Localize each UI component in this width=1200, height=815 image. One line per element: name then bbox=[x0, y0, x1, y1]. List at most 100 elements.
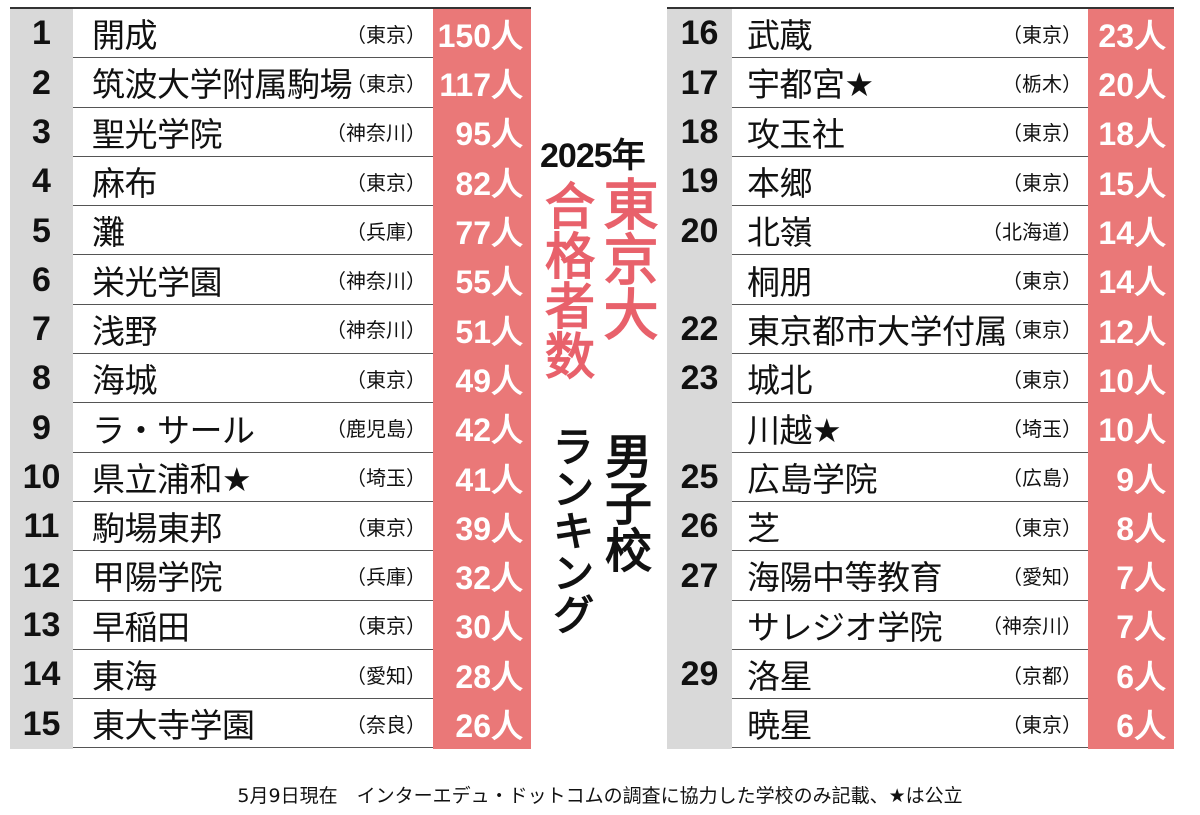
title-line-1: 東京大 bbox=[594, 176, 658, 341]
rank-cell: 4 bbox=[10, 156, 73, 207]
ranking-row: 14 東海 （愛知） 28人 bbox=[10, 649, 531, 700]
school-name: 暁星 bbox=[747, 706, 813, 746]
school-name: 東京都市大学付属 bbox=[747, 311, 1008, 351]
prefecture: （東京） bbox=[1002, 712, 1082, 737]
title-line-4: ランキング bbox=[546, 425, 595, 635]
ranking-row: 5 灘 （兵庫） 77人 bbox=[10, 206, 531, 256]
passer-count: 28人 bbox=[433, 649, 531, 700]
rank-cell: 6 bbox=[10, 255, 73, 306]
school-name: 灘 bbox=[92, 213, 125, 253]
school-name: 開成 bbox=[92, 16, 158, 56]
school-name: 広島学院 bbox=[747, 459, 878, 499]
school-name: 栄光学園 bbox=[92, 262, 223, 302]
school-name: ラ・サール bbox=[92, 410, 255, 450]
prefecture: （東京） bbox=[346, 614, 426, 639]
school-name: 桐朋 bbox=[747, 262, 813, 302]
passer-count: 49人 bbox=[433, 354, 531, 404]
ranking-row: 7 浅野 （神奈川） 51人 bbox=[10, 304, 531, 355]
school-name: 駒場東邦 bbox=[92, 509, 223, 549]
school-name: 川越★ bbox=[747, 410, 842, 450]
passer-count: 10人 bbox=[1088, 354, 1174, 404]
rank-cell: 17 bbox=[667, 58, 732, 109]
passer-count: 150人 bbox=[433, 9, 531, 59]
passer-count: 8人 bbox=[1088, 501, 1174, 552]
school-name: 北嶺 bbox=[747, 213, 813, 253]
ranking-row: 18 攻玉社 （東京） 18人 bbox=[667, 107, 1174, 158]
ranking-row: 17 宇都宮★ （栃木） 20人 bbox=[667, 58, 1174, 109]
prefecture: （愛知） bbox=[1002, 564, 1082, 589]
ranking-row: 27 海陽中等教育 （愛知） 7人 bbox=[667, 551, 1174, 602]
prefecture: （東京） bbox=[1002, 367, 1082, 392]
ranking-row: 29 洛星 （京都） 6人 bbox=[667, 649, 1174, 700]
title-line-2: 合格者数 bbox=[537, 180, 595, 380]
prefecture: （鹿児島） bbox=[326, 417, 426, 442]
school-name: 筑波大学附属駒場 bbox=[92, 65, 353, 105]
prefecture: （東京） bbox=[346, 367, 426, 392]
rank-cell: 27 bbox=[667, 551, 732, 602]
school-name: 本郷 bbox=[747, 164, 813, 204]
rank-cell: 22 bbox=[667, 304, 732, 355]
school-name: 城北 bbox=[747, 361, 813, 401]
rank-cell: 14 bbox=[10, 649, 73, 700]
passer-count: 6人 bbox=[1088, 649, 1174, 700]
rank-cell: 3 bbox=[10, 107, 73, 158]
ranking-row: 9 ラ・サール （鹿児島） 42人 bbox=[10, 403, 531, 454]
prefecture: （神奈川） bbox=[326, 269, 426, 294]
title-line-3: 男子校 bbox=[596, 432, 651, 573]
rank-cell bbox=[667, 599, 732, 651]
passer-count: 26人 bbox=[433, 699, 531, 749]
school-name: 武蔵 bbox=[747, 16, 813, 56]
passer-count: 30人 bbox=[433, 600, 531, 651]
rank-cell: 23 bbox=[667, 354, 732, 404]
prefecture: （東京） bbox=[1002, 318, 1082, 343]
ranking-table-left: 1 開成 （東京） 150人 2 筑波大学附属駒場 （東京） 117人 3 聖光学院 （神奈川） 95… bbox=[10, 7, 531, 749]
prefecture: （北海道） bbox=[982, 219, 1082, 244]
passer-count: 55人 bbox=[433, 255, 531, 306]
rank-cell: 1 bbox=[10, 9, 73, 59]
passer-count: 9人 bbox=[1088, 452, 1174, 503]
rank-cell: 11 bbox=[10, 501, 73, 552]
school-name: 東海 bbox=[92, 657, 158, 696]
ranking-row: 桐朋 （東京） 14人 bbox=[667, 253, 1174, 306]
school-name: 宇都宮★ bbox=[747, 65, 874, 105]
ranking-row: 暁星 （東京） 6人 bbox=[667, 697, 1174, 749]
prefecture: （東京） bbox=[1002, 170, 1082, 195]
prefecture: （兵庫） bbox=[346, 219, 426, 244]
prefecture: （栃木） bbox=[1002, 71, 1082, 96]
rank-cell bbox=[667, 401, 732, 454]
rank-cell: 7 bbox=[10, 304, 73, 355]
passer-count: 51人 bbox=[433, 304, 531, 355]
school-name: 東大寺学園 bbox=[92, 706, 255, 746]
passer-count: 7人 bbox=[1088, 551, 1174, 602]
prefecture: （神奈川） bbox=[982, 614, 1082, 639]
prefecture: （広島） bbox=[1002, 466, 1082, 491]
school-name: 洛星 bbox=[747, 657, 813, 696]
passer-count: 32人 bbox=[433, 551, 531, 602]
school-name: 浅野 bbox=[92, 311, 158, 351]
rank-cell: 12 bbox=[10, 551, 73, 602]
footer-note: 5月9日現在 インターエデュ・ドットコムの調査に協力した学校のみ記載、★は公立 bbox=[237, 785, 963, 807]
prefecture: （東京） bbox=[346, 170, 426, 195]
school-name: 海陽中等教育 bbox=[747, 558, 943, 598]
prefecture: （神奈川） bbox=[326, 121, 426, 146]
school-name: 甲陽学院 bbox=[92, 558, 223, 598]
ranking-row: 1 開成 （東京） 150人 bbox=[10, 9, 531, 59]
prefecture: （東京） bbox=[346, 515, 426, 540]
rank-cell: 18 bbox=[667, 107, 732, 158]
school-name: 県立浦和★ bbox=[92, 459, 252, 499]
rank-cell: 29 bbox=[667, 649, 732, 700]
prefecture: （東京） bbox=[346, 22, 426, 47]
school-name: 麻布 bbox=[92, 164, 158, 204]
passer-count: 42人 bbox=[433, 403, 531, 454]
passer-count: 10人 bbox=[1088, 403, 1174, 454]
school-name: 芝 bbox=[747, 509, 780, 549]
prefecture: （東京） bbox=[1002, 22, 1082, 47]
prefecture: （東京） bbox=[1002, 121, 1082, 146]
rank-cell: 16 bbox=[667, 9, 732, 59]
ranking-row: 15 東大寺学園 （奈良） 26人 bbox=[10, 699, 531, 749]
passer-count: 18人 bbox=[1088, 107, 1174, 158]
passer-count: 12人 bbox=[1088, 304, 1174, 355]
ranking-row: 19 本郷 （東京） 15人 bbox=[667, 156, 1174, 207]
prefecture: （神奈川） bbox=[326, 318, 426, 343]
ranking-row: 10 県立浦和★ （埼玉） 41人 bbox=[10, 452, 531, 503]
